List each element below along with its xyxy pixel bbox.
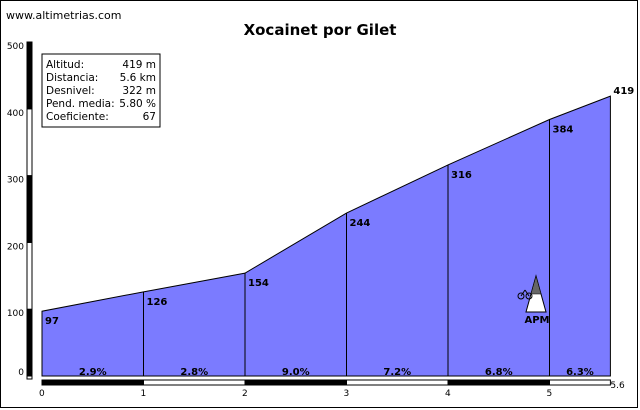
x-tick-label: 2 xyxy=(242,389,248,399)
y-axis-bar-segment xyxy=(26,175,33,243)
y-axis-bar-segment xyxy=(26,308,33,377)
x-tick-label: 5.6 xyxy=(610,381,625,391)
x-tick-label: 4 xyxy=(445,389,451,399)
y-tick-label: 0 xyxy=(18,368,24,378)
info-distancia-label: Distancia: xyxy=(46,72,98,84)
y-tick-label: 500 xyxy=(7,42,24,52)
y-axis-bar-segment xyxy=(26,241,33,310)
elevation-label: 316 xyxy=(451,170,472,181)
km-dividers xyxy=(143,119,550,376)
info-distancia-value: 5.6 km xyxy=(120,72,156,84)
y-tick-label: 300 xyxy=(7,176,24,186)
info-box: Altitud: 419 m Distancia: 5.6 km Desnive… xyxy=(41,53,161,128)
info-desnivel-label: Desnivel: xyxy=(46,85,95,97)
x-axis-bar-segment xyxy=(549,379,611,386)
x-axis-bar-segment xyxy=(41,379,144,386)
elevation-profile-area xyxy=(41,95,611,377)
y-axis-bar-segment xyxy=(26,41,33,110)
elevation-label: 244 xyxy=(350,218,371,229)
chart-title: Xocainet por Gilet xyxy=(244,21,397,39)
info-coeficiente-value: 67 xyxy=(143,111,156,123)
y-axis-bar-segment xyxy=(26,108,33,177)
x-tick-label: 0 xyxy=(39,389,45,399)
x-tick-labels: 0 1 2 3 4 5 5.6 xyxy=(39,381,625,399)
info-coeficiente-label: Coeficiente: xyxy=(46,111,109,123)
x-tick-label: 5 xyxy=(547,389,553,399)
gradient-label: 2.9% xyxy=(79,367,107,378)
x-axis-bar-segment xyxy=(447,379,550,386)
gradient-label: 6.3% xyxy=(566,367,594,378)
gradient-label: 2.8% xyxy=(180,367,208,378)
y-axis-bar xyxy=(26,41,33,377)
x-axis-bar-segment xyxy=(346,379,449,386)
y-tick-label: 400 xyxy=(7,109,24,119)
gradient-label: 7.2% xyxy=(383,367,411,378)
gradient-label: 6.8% xyxy=(485,367,513,378)
elevation-label: 97 xyxy=(45,316,59,327)
elevation-labels: 97 126 154 244 316 384 419 xyxy=(45,86,634,327)
y-tick-label: 100 xyxy=(7,309,24,319)
info-desnivel-value: 322 m xyxy=(122,85,156,97)
x-axis-bar xyxy=(41,379,611,386)
x-axis-bar-segment xyxy=(244,379,347,386)
gradient-label: 9.0% xyxy=(282,367,310,378)
site-url: www.altimetrias.com xyxy=(6,9,121,22)
apm-logo-text: APM xyxy=(524,315,549,326)
y-tick-labels: 0 100 200 300 400 500 xyxy=(7,42,24,378)
elevation-label: 384 xyxy=(553,124,574,135)
x-axis-bar-segment xyxy=(143,379,246,386)
x-tick-label: 3 xyxy=(344,389,350,399)
info-pendiente-value: 5.80 % xyxy=(119,98,156,110)
elevation-label: 126 xyxy=(147,297,168,308)
info-altitud-value: 419 m xyxy=(122,59,156,71)
info-box-border xyxy=(41,53,161,128)
elevation-label: 419 xyxy=(613,86,634,97)
elevation-label: 154 xyxy=(248,278,269,289)
apm-logo: APM xyxy=(517,274,550,326)
y-tick-label: 200 xyxy=(7,242,24,252)
info-altitud-label: Altitud: xyxy=(46,59,84,71)
cyclist-mountain-icon xyxy=(517,274,547,313)
x-tick-label: 1 xyxy=(141,389,147,399)
gradient-labels: 2.9% 2.8% 9.0% 7.2% 6.8% 6.3% xyxy=(79,367,594,378)
info-pendiente-label: Pend. media: xyxy=(46,98,115,110)
